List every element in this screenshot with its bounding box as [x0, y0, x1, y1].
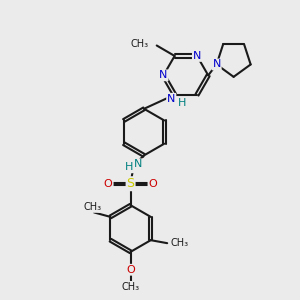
Text: O: O	[148, 179, 158, 189]
Text: CH₃: CH₃	[83, 202, 102, 212]
Text: CH₃: CH₃	[170, 238, 188, 248]
Text: N: N	[167, 94, 176, 104]
Text: H: H	[125, 162, 133, 172]
Text: CH₃: CH₃	[130, 39, 148, 49]
Text: O: O	[104, 179, 112, 189]
Text: N: N	[134, 159, 142, 169]
Text: N: N	[159, 70, 168, 80]
Text: S: S	[127, 177, 135, 190]
Text: H: H	[178, 98, 186, 108]
Text: N: N	[212, 59, 221, 70]
Text: N: N	[193, 51, 201, 61]
Text: CH₃: CH₃	[122, 282, 140, 292]
Text: O: O	[126, 265, 135, 275]
